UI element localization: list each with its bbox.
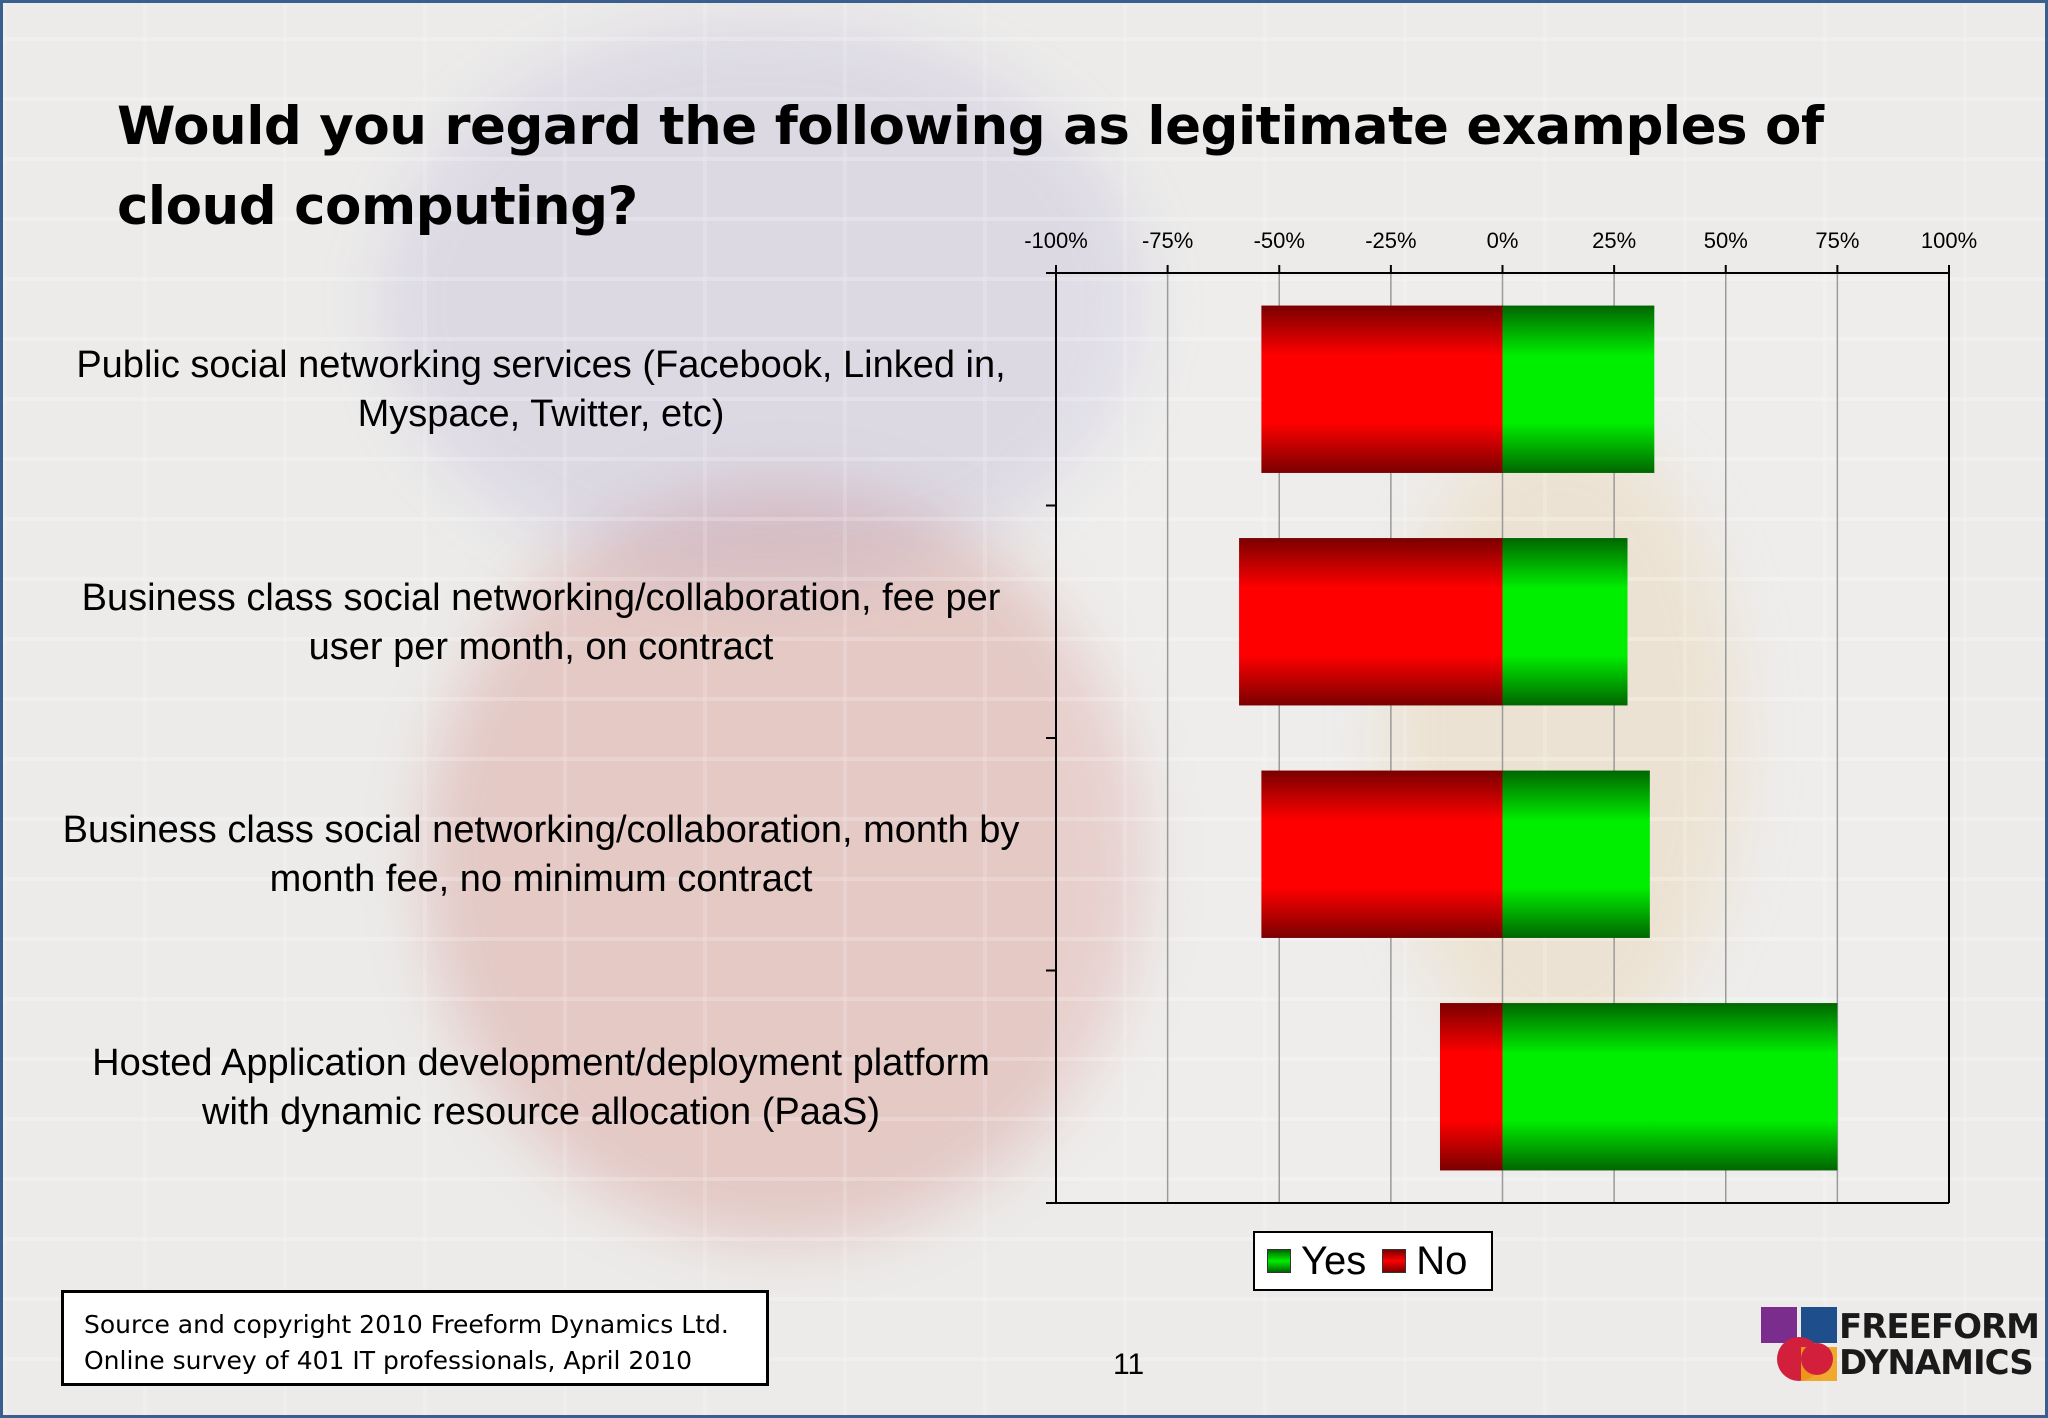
bar-no-3 <box>1439 1003 1503 1171</box>
source-note: Source and copyright 2010 Freeform Dynam… <box>61 1290 769 1386</box>
bar-yes-3 <box>1502 1003 1838 1171</box>
bar-yes-2 <box>1502 770 1650 938</box>
legend-item-no: No <box>1382 1239 1467 1284</box>
x-tick-label: -25% <box>1365 228 1416 253</box>
x-tick-label: -50% <box>1254 228 1305 253</box>
category-label-paas: Hosted Application development/deploymen… <box>92 1042 990 1133</box>
chart-legend: Yes No <box>1253 1231 1493 1291</box>
legend-item-yes: Yes <box>1267 1239 1366 1284</box>
source-line-1: Source and copyright 2010 Freeform Dynam… <box>84 1310 729 1339</box>
x-tick-label: 50% <box>1704 228 1748 253</box>
background-red-shape <box>423 483 1143 1243</box>
bar-chart: -100% -75% -50% -25% 0% 25% 50% 75% 100% <box>1024 228 1977 1204</box>
bar-no-2 <box>1261 770 1503 938</box>
page-number: 11 <box>1113 1348 1145 1381</box>
logo-mark-icon <box>1761 1307 1837 1381</box>
legend-label-no: No <box>1416 1238 1468 1283</box>
x-tick-label: 100% <box>1921 228 1977 253</box>
background-purple-shape <box>383 23 1143 583</box>
background-texture <box>3 3 2045 1415</box>
x-tick-label: 25% <box>1592 228 1636 253</box>
bar-no-0 <box>1261 305 1503 473</box>
legend-label-yes: Yes <box>1301 1238 1367 1283</box>
slide-title: Would you regard the following as legiti… <box>117 96 1824 237</box>
logo-text-line-2: DYNAMICS <box>1839 1343 2034 1383</box>
x-tick-label: 0% <box>1487 228 1519 253</box>
x-tick-label: -100% <box>1024 228 1088 253</box>
legend-swatch-no <box>1382 1249 1407 1273</box>
logo-text-line-1: FREEFORM <box>1839 1307 2040 1347</box>
category-label-business-contract: Business class social networking/collabo… <box>81 577 1001 668</box>
freeform-dynamics-logo: FREEFORM DYNAMICS <box>1761 1307 2040 1383</box>
category-label-business-monthly: Business class social networking/collabo… <box>62 809 1020 900</box>
legend-swatch-yes <box>1267 1249 1291 1273</box>
bar-yes-1 <box>1502 538 1628 706</box>
x-tick-label: -75% <box>1142 228 1193 253</box>
source-line-2: Online survey of 401 IT professionals, A… <box>84 1346 693 1375</box>
background-orange-shape <box>1383 423 1743 1063</box>
bar-no-1 <box>1239 538 1503 706</box>
x-tick-label: 75% <box>1815 228 1859 253</box>
category-label-public-social: Public social networking services (Faceb… <box>76 344 1006 435</box>
bar-yes-0 <box>1502 305 1655 473</box>
